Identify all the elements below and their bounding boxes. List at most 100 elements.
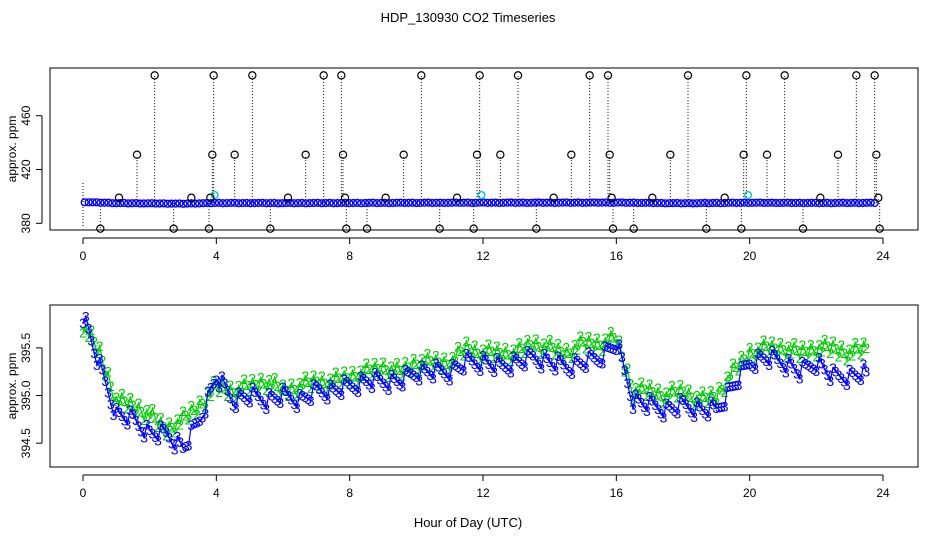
- series-point: [526, 198, 536, 207]
- series-marker-2: 2: [407, 364, 415, 380]
- series-marker-3: 3: [751, 361, 759, 377]
- series-point: [151, 199, 160, 208]
- outlier-marker: [132, 150, 142, 159]
- series-marker-2: 2: [774, 347, 782, 363]
- series-marker-3: 3: [732, 377, 740, 393]
- panel-top-x-axis: 0 4 8 12 16 20 24: [80, 237, 890, 263]
- series-marker-2: 2: [374, 361, 382, 377]
- series-marker-3: 3: [368, 380, 376, 396]
- series-marker-2: 2: [485, 336, 493, 352]
- series-point: [507, 198, 516, 207]
- series-marker-2: 2: [343, 369, 351, 385]
- panel-bottom-series: 2222222222222222222222222222222222222222…: [79, 308, 870, 457]
- series-point: [637, 198, 646, 208]
- series-marker-3: 3: [112, 400, 120, 416]
- series-marker-3: 3: [485, 356, 493, 372]
- series-marker-3: 3: [571, 350, 579, 366]
- series-marker-3: 3: [690, 409, 698, 425]
- outlier-marker: [720, 193, 729, 202]
- series-marker-2: 2: [396, 362, 404, 378]
- series-marker-2: 2: [574, 342, 582, 358]
- outlier-marker: [603, 71, 613, 80]
- series-point: [116, 198, 125, 208]
- series-marker-3: 3: [671, 403, 679, 419]
- series-point: [807, 198, 816, 208]
- series-marker-3: 3: [735, 377, 743, 393]
- series-marker-3: 3: [335, 385, 343, 401]
- series-point: [594, 198, 603, 207]
- series-marker-2: 2: [526, 337, 534, 353]
- outlier-marker: [319, 71, 328, 80]
- series-point: [341, 198, 350, 207]
- series-point: [155, 199, 164, 208]
- series-marker-2: 2: [124, 401, 132, 417]
- series-marker-3: 3: [232, 400, 240, 416]
- series-point: [183, 199, 192, 208]
- series-marker-2: 2: [496, 345, 504, 361]
- series-marker-2: 2: [493, 338, 501, 354]
- series-marker-2: 2: [424, 346, 432, 362]
- series-point: [692, 199, 702, 208]
- series-marker-2: 2: [543, 343, 551, 359]
- series-marker-2: 2: [685, 381, 693, 397]
- series-marker-2: 2: [329, 377, 337, 393]
- series-marker-3: 3: [226, 390, 234, 406]
- series-point: [578, 198, 587, 207]
- outlier-marker: [605, 150, 614, 159]
- series-marker-2: 2: [587, 335, 595, 351]
- series-marker-2: 2: [490, 350, 498, 366]
- series-point: [858, 198, 867, 208]
- series-marker-2: 2: [740, 351, 748, 367]
- series-point: [475, 198, 484, 207]
- series-marker-2: 2: [687, 389, 695, 405]
- series-point: [412, 198, 421, 208]
- series-point: [218, 199, 228, 208]
- series-marker-2: 2: [315, 380, 323, 396]
- series-marker-3: 3: [212, 372, 220, 388]
- series-point: [680, 199, 690, 208]
- series-marker-3: 3: [454, 359, 462, 375]
- series-marker-2: 2: [212, 376, 220, 392]
- series-marker-3: 3: [115, 404, 123, 420]
- series-marker-2: 2: [790, 334, 798, 350]
- series-marker-2: 2: [562, 340, 570, 356]
- series-marker-3: 3: [815, 350, 823, 366]
- series-point: [613, 198, 623, 207]
- series-marker-3: 3: [290, 396, 298, 412]
- series-point: [783, 198, 792, 207]
- series-marker-3: 3: [137, 424, 145, 440]
- series-marker-3: 3: [351, 382, 359, 398]
- series-marker-2: 2: [599, 343, 607, 359]
- series-marker-3: 3: [193, 414, 201, 430]
- series-point: [88, 198, 97, 207]
- series-marker-2: 2: [710, 388, 718, 404]
- series-point: [246, 199, 255, 208]
- series-marker-2: 2: [571, 336, 579, 352]
- series-point: [262, 199, 271, 208]
- series-marker-3: 3: [279, 379, 287, 395]
- series-marker-2: 2: [851, 334, 859, 350]
- series-marker-3: 3: [632, 386, 640, 402]
- series-marker-3: 3: [810, 361, 818, 377]
- series-point: [554, 198, 563, 207]
- series-marker-2: 2: [401, 354, 409, 370]
- series-marker-2: 2: [276, 386, 284, 402]
- series-marker-2: 2: [376, 367, 384, 383]
- series-marker-3: 3: [432, 355, 440, 371]
- series-marker-2: 2: [518, 340, 526, 356]
- series-point: [171, 199, 180, 208]
- series-marker-3: 3: [590, 349, 598, 365]
- series-marker-3: 3: [332, 382, 340, 398]
- series-marker-2: 2: [426, 352, 434, 368]
- series-marker-3: 3: [171, 441, 179, 457]
- series-marker-2: 2: [626, 376, 634, 392]
- series-point: [522, 198, 532, 208]
- series-point: [728, 198, 737, 207]
- series-marker-3: 3: [246, 394, 254, 410]
- chart-title: HDP_130930 CO2 Timeseries: [381, 10, 556, 25]
- series-marker-3: 3: [679, 392, 687, 408]
- series-marker-2: 2: [335, 370, 343, 386]
- series-point: [704, 199, 713, 208]
- series-marker-3: 3: [162, 424, 170, 440]
- series-marker-2: 2: [699, 383, 707, 399]
